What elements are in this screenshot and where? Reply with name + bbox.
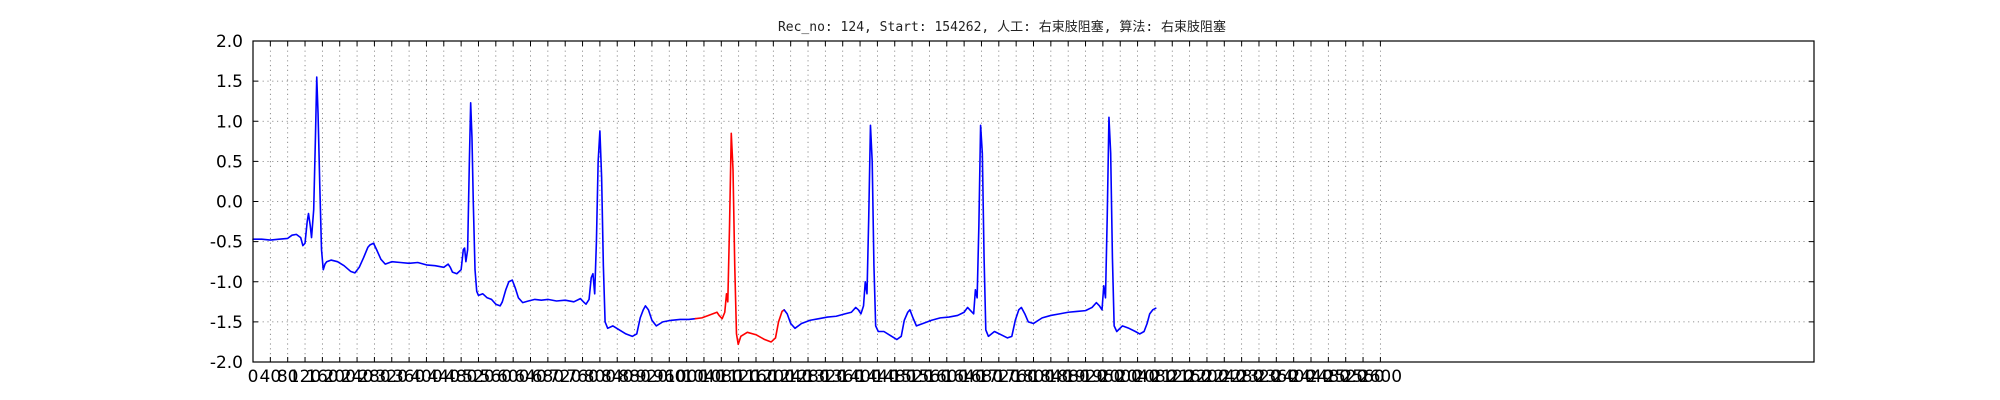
series-line-0 xyxy=(252,76,697,338)
x-tick-label: 1960 xyxy=(1081,367,1124,387)
x-tick-label: 400 xyxy=(410,367,442,387)
x-tick-label: 1880 xyxy=(1047,367,1090,387)
x-tick-label: 360 xyxy=(393,367,425,387)
x-tick-label: 440 xyxy=(428,367,460,387)
x-tick-label: 320 xyxy=(376,367,408,387)
x-tick-label: 1280 xyxy=(786,367,829,387)
grid-lines xyxy=(253,41,1814,362)
x-tick-label: 1560 xyxy=(908,367,951,387)
series-line-2 xyxy=(783,116,1157,341)
x-tick-label: 1840 xyxy=(1029,367,1072,387)
x-tick-label: 1920 xyxy=(1064,367,1107,387)
x-tick-label: 920 xyxy=(636,367,668,387)
y-axis: -2.0 -1.5 -1.0 -0.5 0.0 0.5 1.0 1.5 2.0 xyxy=(210,32,1814,373)
x-tick-label: 1080 xyxy=(700,367,743,387)
x-tick-label: 1320 xyxy=(804,367,847,387)
x-tick-label: 120 xyxy=(289,367,321,387)
x-tick-label: 2400 xyxy=(1272,367,1315,387)
x-tick-label: 240 xyxy=(341,367,373,387)
x-tick-label: 1160 xyxy=(734,367,777,387)
x-tick-label: 40 xyxy=(260,367,282,387)
x-tick-label: 800 xyxy=(584,367,616,387)
x-tick-label: 1240 xyxy=(769,367,812,387)
x-tick-label: 1680 xyxy=(960,367,1003,387)
x-tick-label: 640 xyxy=(514,367,546,387)
y-tick-label: 1.5 xyxy=(216,72,243,92)
x-tick-label: 1800 xyxy=(1012,367,1055,387)
x-tick-label: 1200 xyxy=(752,367,795,387)
y-tick-label: -0.5 xyxy=(210,233,243,253)
x-tick-label: 2000 xyxy=(1099,367,1142,387)
x-tick-label: 720 xyxy=(549,367,581,387)
x-tick-label: 80 xyxy=(277,367,299,387)
y-tick-label: 2.0 xyxy=(216,32,243,52)
x-tick-label: 1120 xyxy=(717,367,760,387)
x-tick-label: 1520 xyxy=(890,367,933,387)
x-tick-label: 680 xyxy=(532,367,564,387)
x-tick-label: 2160 xyxy=(1168,367,1211,387)
y-tick-label: 1.0 xyxy=(216,112,243,132)
x-axis: 0 408012016020024028032036040044048052056… xyxy=(248,41,1402,387)
x-tick-label: 280 xyxy=(358,367,390,387)
x-tick-label: 2120 xyxy=(1151,367,1194,387)
series-group xyxy=(252,76,1157,346)
x-tick-label: 880 xyxy=(618,367,650,387)
x-tick-label: 2520 xyxy=(1324,367,1367,387)
x-tick-label: 1720 xyxy=(977,367,1020,387)
x-tick-label: 480 xyxy=(445,367,477,387)
y-tick-label: -1.5 xyxy=(210,313,243,333)
y-tick-label: -1.0 xyxy=(210,273,243,293)
x-tick-label: 2200 xyxy=(1185,367,1228,387)
x-tick-label: 1400 xyxy=(838,367,881,387)
y-tick-label: 0.0 xyxy=(216,193,243,213)
x-tick-label: 1600 xyxy=(925,367,968,387)
chart-title: Rec_no: 124, Start: 154262, 人工: 右束肢阻塞, 算… xyxy=(778,19,1226,35)
x-tick-label: 2600 xyxy=(1359,367,1402,387)
x-tick-label: 1480 xyxy=(873,367,916,387)
x-tick-label: 560 xyxy=(480,367,512,387)
x-tick-label: 2360 xyxy=(1255,367,1298,387)
x-tick-label: 1760 xyxy=(995,367,1038,387)
x-tick-label: 600 xyxy=(497,367,529,387)
x-tick-label: 160 xyxy=(306,367,338,387)
y-tick-label: -2.0 xyxy=(210,353,243,373)
x-tick-label: 2560 xyxy=(1341,367,1384,387)
x-tick-label: 1640 xyxy=(942,367,985,387)
x-tick-label: 2280 xyxy=(1220,367,1263,387)
x-tick-label: 0 xyxy=(248,367,259,387)
x-tick-label: 200 xyxy=(323,367,355,387)
x-tick-label: 1040 xyxy=(682,367,725,387)
x-tick-label: 2040 xyxy=(1116,367,1159,387)
x-tick-label: 2440 xyxy=(1289,367,1332,387)
x-tick-label: 2320 xyxy=(1237,367,1280,387)
x-tick-label: 1360 xyxy=(821,367,864,387)
x-tick-label: 2240 xyxy=(1203,367,1246,387)
x-tick-label: 840 xyxy=(601,367,633,387)
x-tick-label: 1000 xyxy=(665,367,708,387)
series-line-1 xyxy=(694,132,785,346)
x-tick-label: 520 xyxy=(462,367,494,387)
y-tick-label: 0.5 xyxy=(216,152,243,172)
x-tick-label: 2480 xyxy=(1307,367,1350,387)
x-tick-label: 2080 xyxy=(1133,367,1176,387)
x-tick-label: 760 xyxy=(566,367,598,387)
x-tick-label: 960 xyxy=(653,367,685,387)
x-tick-label: 1440 xyxy=(856,367,899,387)
